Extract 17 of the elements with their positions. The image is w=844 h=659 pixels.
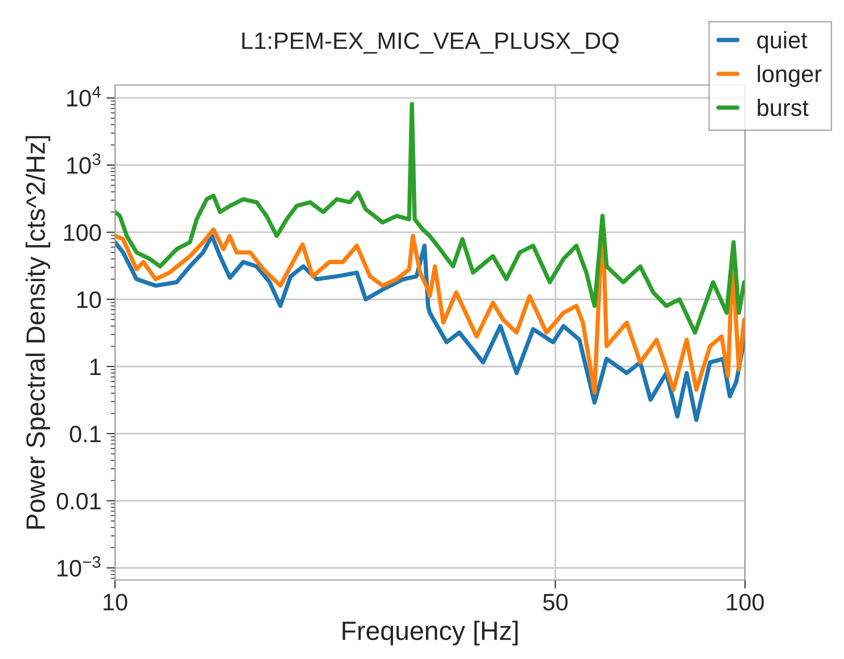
y-tick-label: 1 xyxy=(90,358,101,376)
legend-label: burst xyxy=(758,98,809,116)
x-axis-title: Frequency [Hz] xyxy=(342,620,518,646)
y-tick-label: 10$^{−3}$ xyxy=(58,556,100,577)
y-tick-label: 0.1 xyxy=(70,426,101,442)
y-tick-label: 0.01 xyxy=(56,492,101,510)
y-tick-label: 10$^{3}$ xyxy=(67,153,100,174)
x-tick-label: 10 xyxy=(104,594,128,611)
y-tick-label: 100 xyxy=(64,224,101,242)
y-tick-label: 10 xyxy=(77,291,101,308)
legend-label: quiet xyxy=(757,31,808,54)
legend-label: longer xyxy=(758,64,822,87)
chart-title: L1:PEM-EX_MIC_VEA_PLUSX_DQ xyxy=(242,32,618,54)
x-tick-label: 100 xyxy=(727,594,764,611)
y-tick-label: 10$^{4}$ xyxy=(67,86,101,107)
x-tick-label: 50 xyxy=(543,594,568,611)
y-axis-title: Power Spectral Density [cts^2/Hz] xyxy=(26,136,50,529)
